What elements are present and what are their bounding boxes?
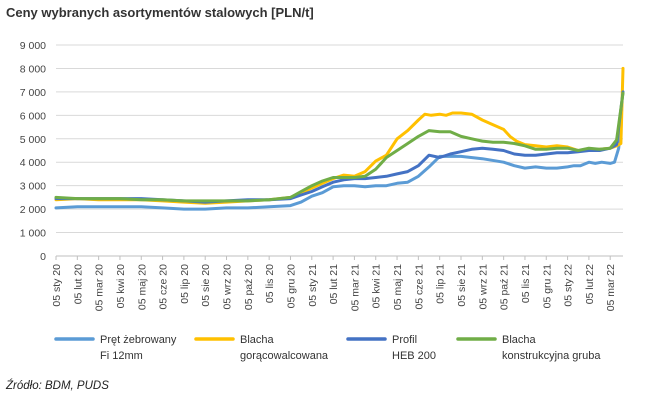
x-tick-label: 05 gru 20 [285,264,297,309]
x-tick-label: 05 sty 20 [51,264,63,307]
y-tick-label: 6 000 [20,110,46,122]
series-lines [54,66,625,211]
series-line-4 [54,91,625,203]
legend-label: Pręt żebrowany [100,334,177,346]
legend: Pręt żebrowany Fi 12mm Blacha gorącowalcowa… [54,334,601,362]
y-tick-label: 0 [40,251,46,263]
legend-label: Fi 12mm [100,350,143,362]
x-tick-label: 05 sie 20 [200,264,212,307]
y-tick-label: 3 000 [20,181,46,193]
x-tick-label: 05 maj 21 [392,264,404,310]
x-tick-label: 05 paź 20 [243,264,255,310]
legend-label: gorącowalcowana [240,350,329,362]
x-tick-label: 05 wrz 21 [477,264,489,310]
series-line-2 [54,66,625,205]
x-tick-label: 05 wrz 20 [222,264,234,310]
y-axis: 0 1 000 2 000 3 000 4 000 5 000 6 000 7 000 8 00… [20,40,46,263]
x-tick-label: 05 mar 22 [605,264,617,311]
x-tick-label: 05 kwi 21 [371,264,383,309]
x-tick-label: 05 sty 22 [563,264,575,307]
x-tick-label: 05 cze 21 [413,264,425,310]
x-tick-label: 05 gru 21 [541,264,553,309]
y-tick-label: 8 000 [20,63,46,75]
x-tick-label: 05 mar 21 [349,264,361,311]
x-tick-label: 05 lip 20 [179,264,191,304]
legend-label: Blacha [502,334,537,346]
x-tick-label: 05 sie 21 [456,264,468,307]
y-tick-label: 9 000 [20,40,46,52]
y-tick-label: 4 000 [20,157,46,169]
y-tick-label: 5 000 [20,134,46,146]
series-line-1 [54,120,623,211]
y-tick-label: 2 000 [20,204,46,216]
x-axis: 05 sty 20 05 lut 20 05 mar 20 05 kwi 20 05 m… [51,256,617,311]
legend-label: konstrukcyjna gruba [502,350,601,362]
y-tick-label: 1 000 [20,228,46,240]
x-tick-label: 05 mar 20 [94,264,106,311]
y-tick-label: 7 000 [20,87,46,99]
x-tick-label: 05 lis 20 [264,264,276,303]
chart-title: Ceny wybranych asortymentów stalowych [P… [6,5,314,20]
x-tick-label: 05 lut 21 [328,264,340,304]
x-tick-label: 05 paź 21 [499,264,511,310]
x-tick-label: 05 lis 21 [520,264,532,303]
x-tick-label: 05 lut 20 [72,264,84,304]
source-note: Źródło: BDM, PUDS [6,380,109,392]
x-tick-label: 05 sty 21 [307,264,319,307]
legend-label: Profil [392,334,417,346]
x-tick-label: 05 kwi 20 [115,264,127,309]
legend-label: Blacha [240,334,275,346]
x-tick-label: 05 maj 20 [136,264,148,310]
x-tick-label: 05 lut 22 [584,264,596,304]
x-tick-label: 05 cze 20 [158,264,170,310]
x-tick-label: 05 lip 21 [435,264,447,304]
legend-label: HEB 200 [392,350,436,362]
